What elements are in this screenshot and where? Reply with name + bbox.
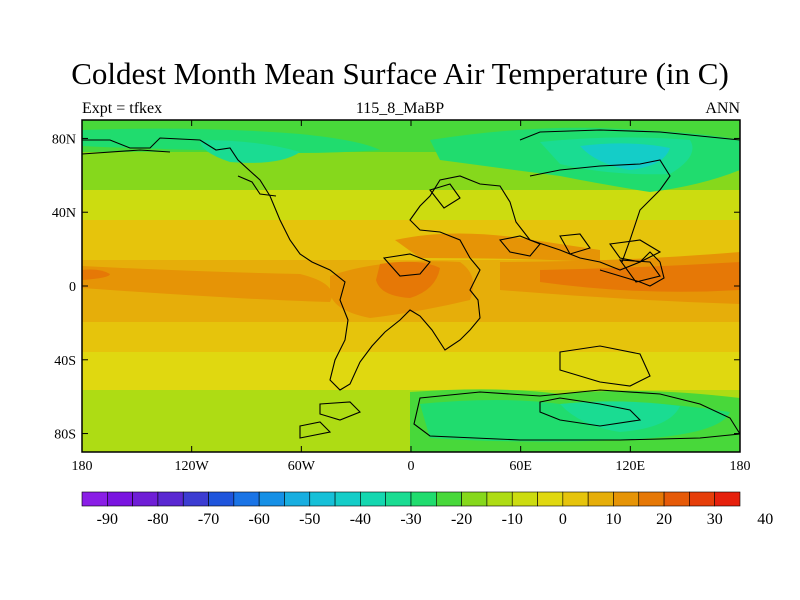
- lat-tick-label: 0: [69, 280, 76, 295]
- lat-tick-label: 40N: [52, 206, 76, 221]
- colorbar-label: -70: [198, 511, 219, 528]
- colorbar-label: -30: [400, 511, 421, 528]
- colorbar-swatch: [132, 491, 159, 507]
- colorbar-label: 40: [757, 511, 773, 528]
- lat-tick-label: 40S: [54, 354, 76, 369]
- lat-tick-label: 80S: [54, 428, 76, 443]
- colorbar-label: -90: [97, 511, 118, 528]
- coastlines: [82, 129, 740, 441]
- lon-tick-label: 60E: [509, 459, 532, 474]
- colorbar-label: 10: [605, 511, 621, 528]
- colorbar-swatch: [663, 491, 690, 507]
- colorbar-swatch: [714, 491, 741, 507]
- colorbar-label: -80: [147, 511, 168, 528]
- colorbar-swatch: [309, 491, 336, 507]
- colorbar-label: 0: [559, 511, 567, 528]
- colorbar-swatch: [638, 491, 665, 507]
- colorbar-swatch: [436, 491, 462, 507]
- colorbar-label: -10: [502, 511, 523, 528]
- colorbar-swatch: [410, 491, 437, 507]
- colorbar-swatch: [587, 491, 614, 507]
- colorbar-swatch: [157, 491, 184, 507]
- colorbar-swatch: [233, 491, 260, 507]
- colorbar-label: 30: [707, 511, 723, 528]
- colorbar-swatch: [562, 491, 589, 507]
- season-label: ANN: [705, 100, 740, 117]
- lon-tick-label: 60W: [288, 459, 316, 474]
- colorbar-swatch: [461, 491, 488, 507]
- colorbar-label: -50: [299, 511, 320, 528]
- colorbar-swatch: [258, 491, 285, 507]
- lon-tick-label: 180: [730, 459, 751, 474]
- colorbar-label: -40: [350, 511, 371, 528]
- colorbar-swatch: [334, 491, 361, 507]
- colorbar-swatch: [182, 491, 209, 507]
- color-legend: -90-80-70-60-50-40-30-20-1001020304050: [81, 491, 773, 528]
- colorbar-swatch: [284, 491, 311, 507]
- lon-tick-label: 0: [408, 459, 415, 474]
- colorbar-label: 20: [656, 511, 672, 528]
- experiment-label: Expt = tfkex: [82, 100, 163, 117]
- colorbar-swatch: [613, 491, 640, 507]
- colorbar-swatch: [385, 491, 412, 507]
- temperature-field: [82, 120, 740, 452]
- colorbar-label: -20: [451, 511, 472, 528]
- colorbar-swatch: [689, 491, 715, 507]
- colorbar-swatch: [208, 491, 235, 507]
- run-id-label: 115_8_MaBP: [355, 100, 445, 117]
- colorbar-swatch: [486, 491, 513, 507]
- plot-title: Coldest Month Mean Surface Air Temperatu…: [71, 56, 729, 91]
- colorbar-swatch: [537, 491, 564, 507]
- colorbar-swatch: [360, 491, 386, 507]
- colorbar-label: -60: [248, 511, 269, 528]
- latitude-axis: 80N 40N 0 40S 80S: [52, 132, 740, 443]
- lat-tick-label: 80N: [52, 132, 76, 147]
- colorbar-swatch: [107, 491, 133, 507]
- colorbar-swatch: [81, 491, 108, 507]
- lon-tick-label: 180: [72, 459, 93, 474]
- longitude-axis: 180 120W 60W 0 60E 120E 180: [72, 120, 751, 474]
- lon-tick-label: 120E: [616, 459, 646, 474]
- lon-tick-label: 120W: [175, 459, 210, 474]
- colorbar-swatch: [511, 491, 538, 507]
